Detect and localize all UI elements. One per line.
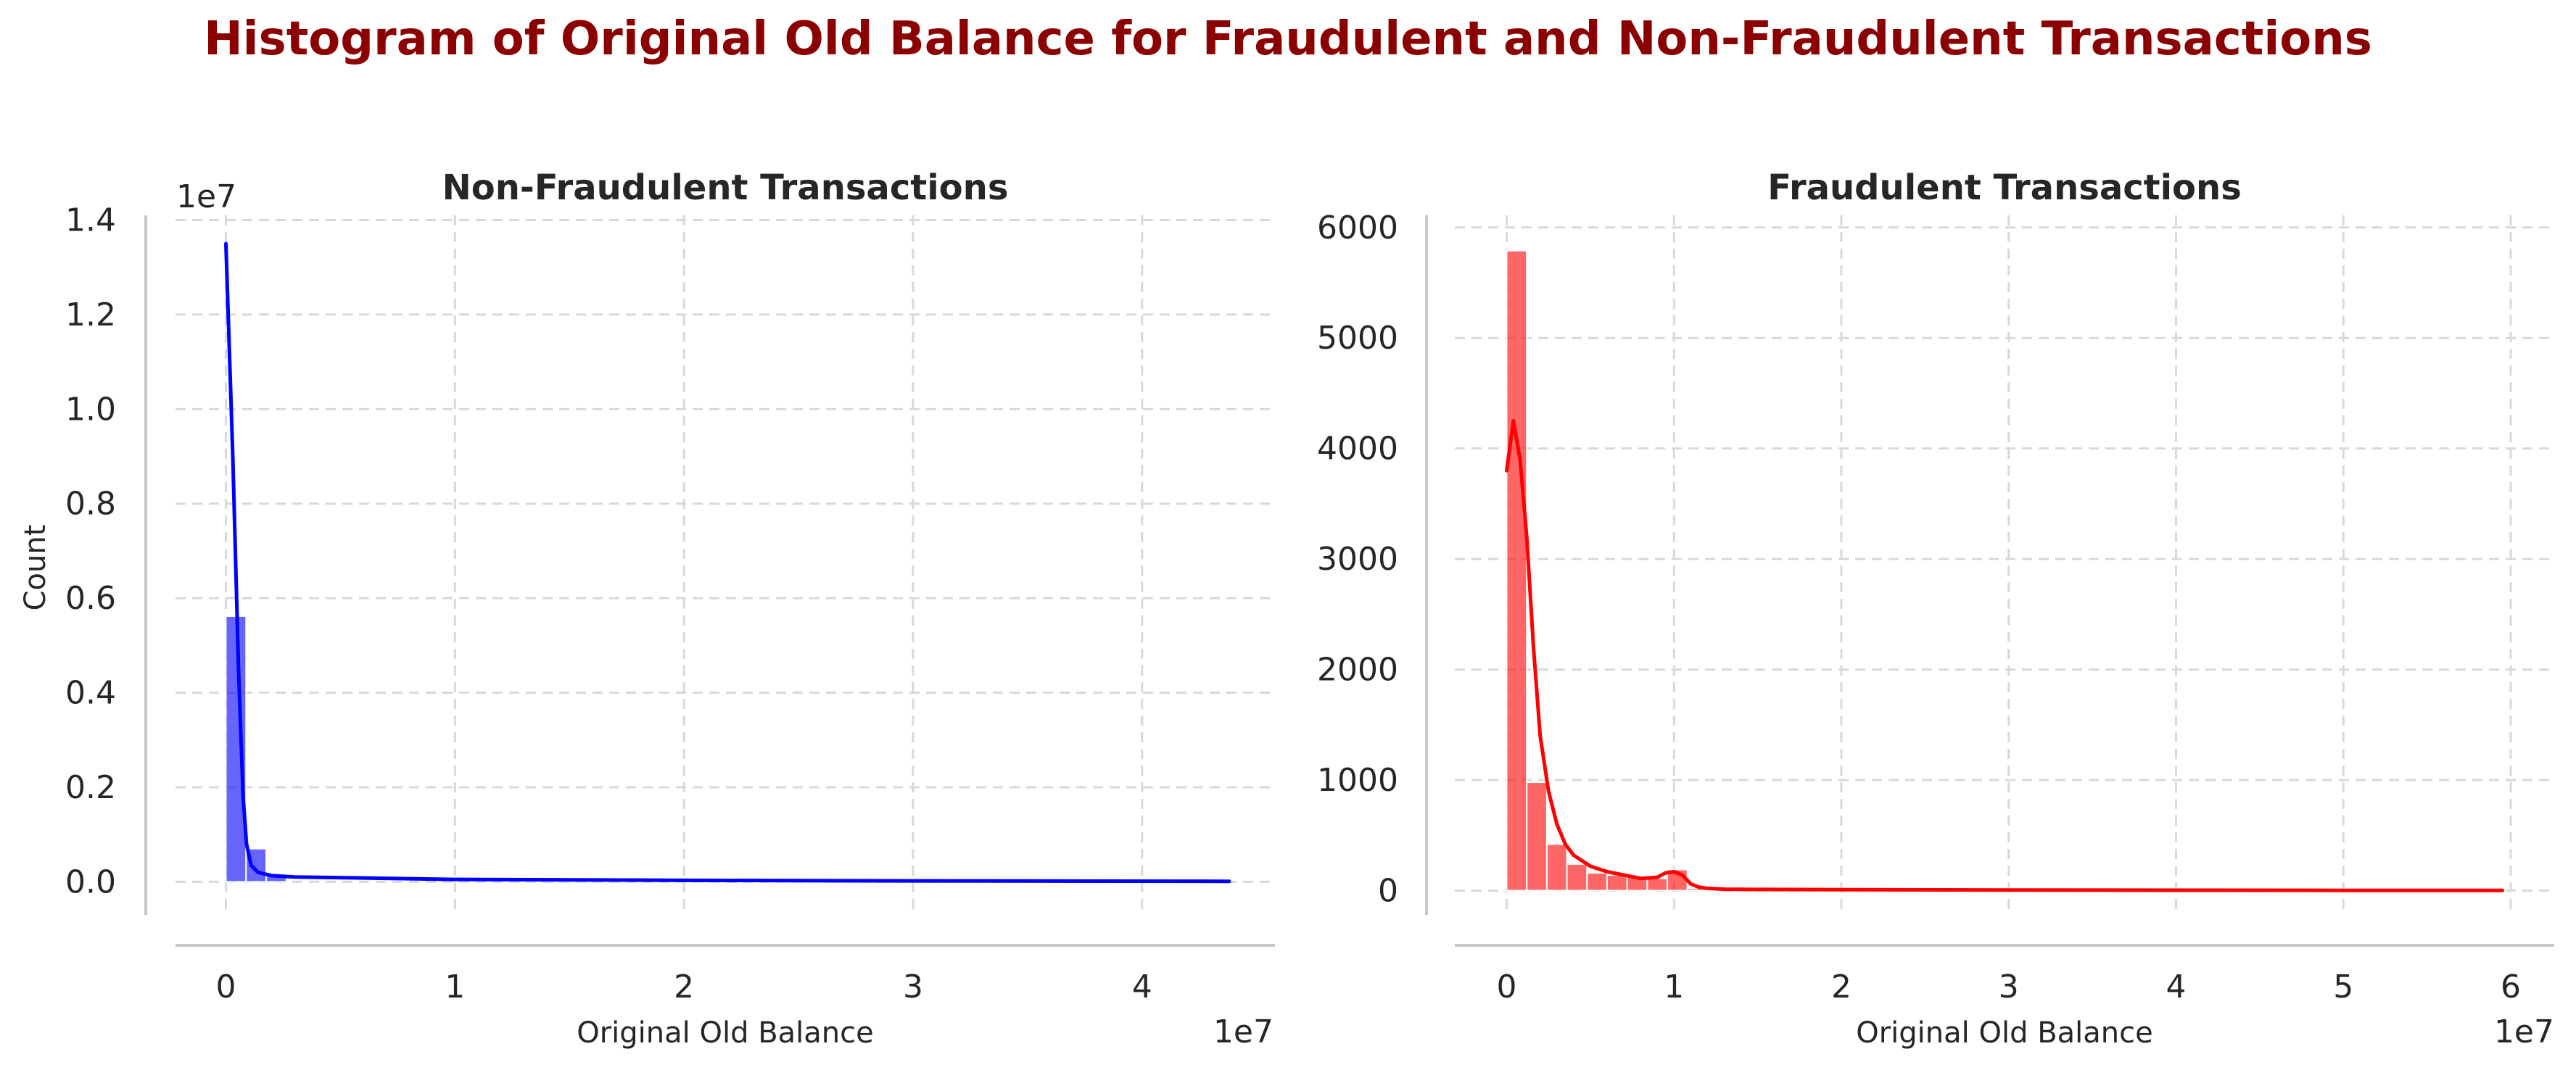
right-x-tick-label-5: 5	[2333, 969, 2353, 1005]
right-y-tick-label-1: 1000	[1317, 762, 1398, 799]
left-y-axis-label: Count	[19, 525, 52, 611]
kde-layer-right	[1505, 419, 2504, 892]
right-y-tick-label-2: 2000	[1317, 652, 1398, 689]
right-y-tick-label-6: 6000	[1317, 210, 1398, 246]
right-histogram-bar-4	[1586, 872, 1608, 892]
right-x-tick-label-3: 3	[1999, 969, 2019, 1005]
left-x-tick-label-3: 3	[903, 969, 923, 1005]
left-y-offset-label: 1e7	[176, 178, 236, 215]
left-y-tick-label-5: 1.0	[65, 391, 116, 428]
right-x-tick-label-0: 0	[1497, 969, 1517, 1005]
right-x-tick-label-1: 1	[1664, 969, 1684, 1005]
right-y-tick-label-0: 0	[1378, 872, 1398, 909]
left-kde-line	[224, 241, 1231, 884]
figure-suptitle: Histogram of Original Old Balance for Fr…	[204, 12, 2372, 66]
left-x-tick-label-4: 4	[1132, 969, 1152, 1005]
right-histogram-bar-2	[1545, 843, 1568, 892]
left-y-tick-label-4: 0.8	[65, 486, 116, 523]
right-x-axis-label: Original Old Balance	[1856, 1016, 2152, 1050]
grid-layer-right	[1455, 215, 2554, 915]
panel-non-fraudulent: 0 1 2 3 4 0.0 0.2 0.4 0.6 0.8 1.0 1.2 1.4 Non-Fraudu…	[19, 167, 1275, 1050]
right-histogram-bar-5	[1606, 874, 1628, 892]
left-y-tick-label-0: 0.0	[65, 863, 116, 900]
left-x-tick-label-0: 0	[215, 969, 236, 1005]
right-y-tick-label-3: 3000	[1317, 541, 1398, 578]
right-y-tick-label-5: 5000	[1317, 320, 1398, 357]
right-x-tick-label-2: 2	[1831, 969, 1852, 1005]
left-x-tick-label-2: 2	[674, 969, 694, 1005]
left-y-tick-label-1: 0.2	[65, 769, 116, 806]
right-x-tick-label-4: 4	[2166, 969, 2187, 1005]
ticks-layer-right: 0 1 2 3 4 5 6 0 1000 2000 3000 4000 5000 6000	[1317, 210, 2521, 1005]
right-y-tick-label-4: 4000	[1317, 431, 1398, 468]
left-x-tick-label-1: 1	[445, 969, 465, 1005]
left-x-offset-label: 1e7	[1213, 1013, 1273, 1050]
panel-fraudulent: 0 1 2 3 4 5 6 0 1000 2000 3000 4000 5000 6000 Fraudul…	[1317, 167, 2554, 1050]
left-x-axis-label: Original Old Balance	[577, 1016, 873, 1050]
left-y-tick-label-6: 1.2	[65, 296, 116, 333]
right-histogram-bar-1	[1526, 781, 1548, 892]
left-y-tick-label-7: 1.4	[65, 202, 116, 239]
bars-layer-left	[225, 615, 287, 883]
right-x-offset-label: 1e7	[2494, 1013, 2554, 1050]
right-kde-line	[1505, 419, 2504, 892]
left-y-tick-label-2: 0.4	[65, 675, 116, 712]
left-y-tick-label-3: 0.6	[65, 580, 116, 617]
left-panel-title: Non-Fraudulent Transactions	[442, 167, 1009, 208]
right-x-tick-label-6: 6	[2501, 969, 2521, 1005]
kde-layer-left	[224, 241, 1231, 884]
right-panel-title: Fraudulent Transactions	[1767, 167, 2242, 208]
right-histogram-bar-0	[1506, 249, 1528, 892]
ticks-layer-left: 0 1 2 3 4 0.0 0.2 0.4 0.6 0.8 1.0 1.2 1.4	[65, 202, 1152, 1005]
grid-layer-left	[176, 215, 1275, 915]
right-histogram-bar-3	[1566, 863, 1588, 892]
right-histogram-bar-7	[1646, 877, 1669, 892]
bars-layer-right	[1506, 249, 1729, 892]
